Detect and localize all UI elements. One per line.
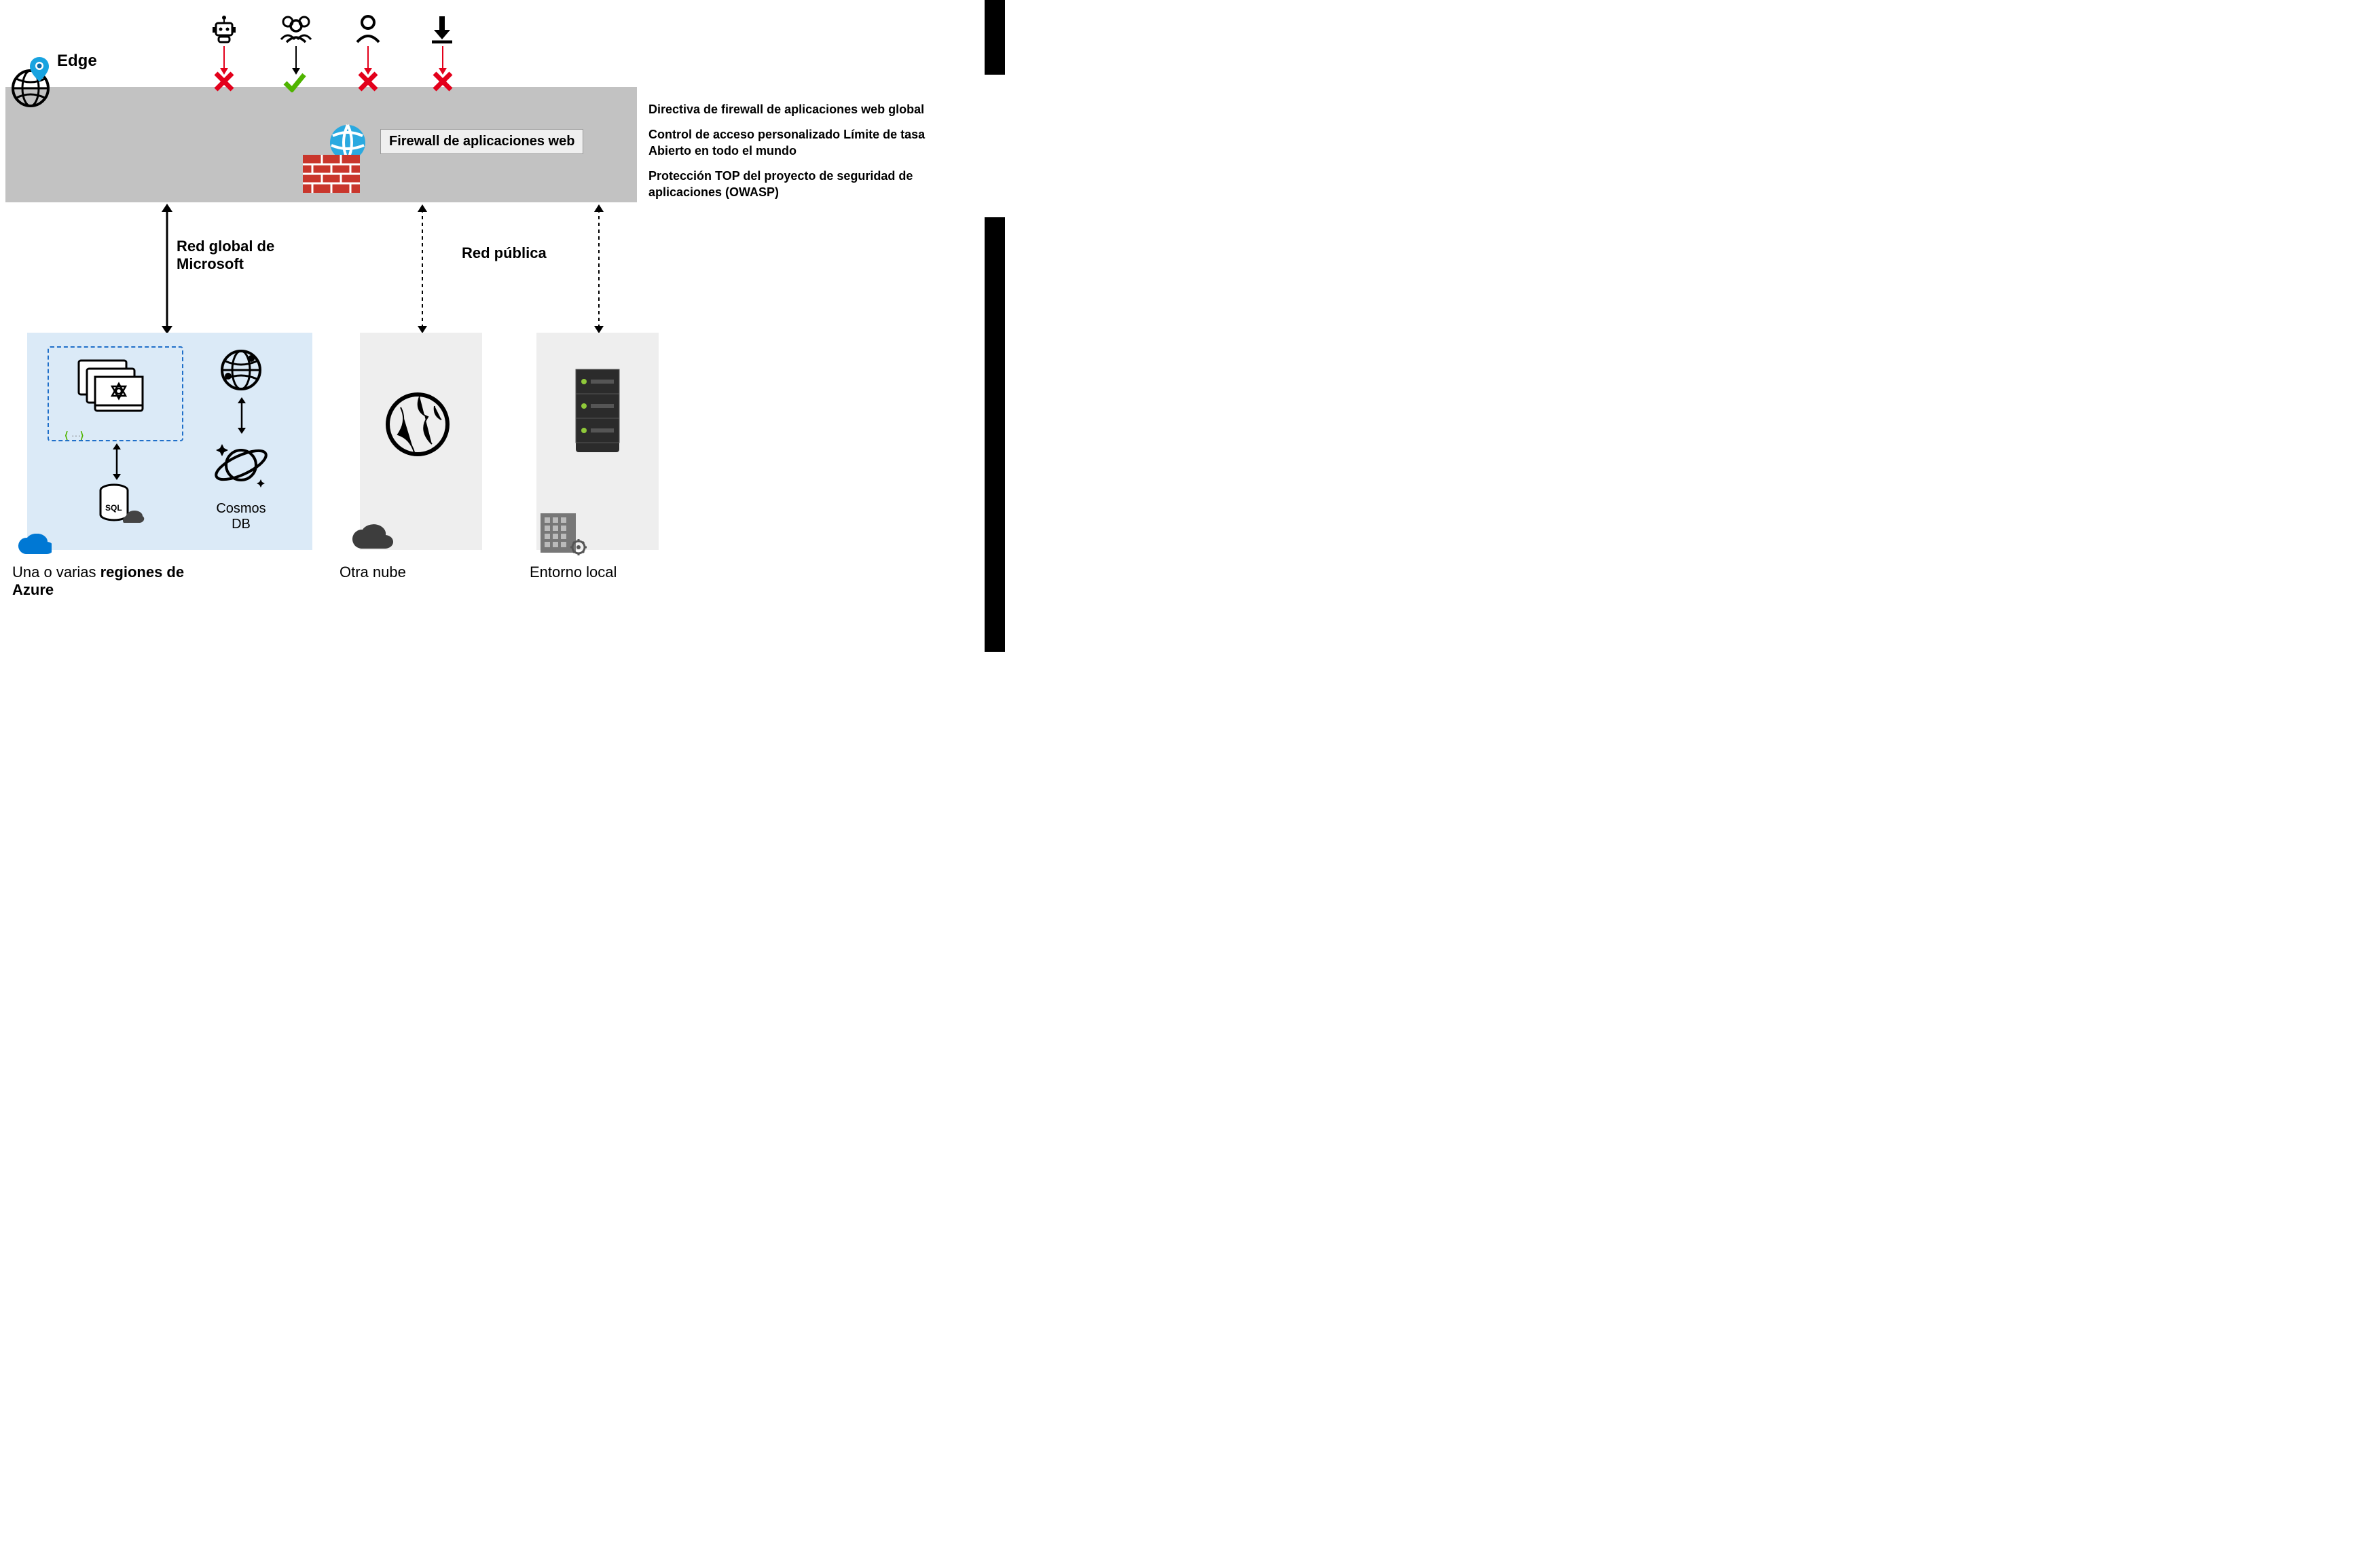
connector-azure-label: Red global de Microsoft [177, 238, 312, 273]
other-cloud-globe-icon [380, 387, 455, 465]
sql-label: SQL [105, 503, 122, 513]
caption-azure-pre: Una o varias [12, 564, 100, 581]
caption-onprem: Entorno local [530, 564, 617, 581]
azure-cloud-icon [14, 534, 52, 564]
decision-bot [213, 71, 235, 96]
decision-person [357, 71, 379, 96]
waf-label: Firewall de aplicaciones web [380, 129, 583, 154]
connector-vm-sql [110, 441, 124, 482]
connector-other-cloud [414, 202, 431, 335]
cosmos-globe-icon [217, 346, 265, 397]
policy-text-block: Directiva de firewall de aplicaciones we… [648, 102, 947, 210]
connector-cosmos [235, 395, 249, 436]
cosmos-planet-icon [210, 435, 272, 499]
actor-bot-icon [209, 14, 239, 43]
decision-group [282, 71, 307, 96]
connector-azure [159, 202, 175, 335]
actor-group-icon [278, 14, 314, 43]
crop-bar-top [985, 0, 1005, 75]
caption-other-cloud: Otra nube [340, 564, 406, 581]
other-cloud-dark-icon [346, 523, 394, 559]
actor-person-icon [354, 14, 382, 43]
scale-badge-icon: ⟨···⟩ [62, 428, 86, 446]
cosmos-label: Cosmos DB [210, 501, 272, 532]
server-icon [570, 367, 625, 458]
sql-db-icon: SQL [95, 482, 149, 533]
edge-globe-icon [7, 54, 54, 112]
svg-text:⟨: ⟨ [65, 430, 68, 441]
policy-line-3: Protección TOP del proyecto de seguridad… [648, 168, 947, 200]
firewall-icon [299, 122, 373, 200]
policy-line-2: Control de acceso personalizado Límite d… [648, 127, 947, 159]
vm-scaleset-icon [75, 356, 149, 421]
crop-bar-bottom [985, 217, 1005, 652]
svg-text:···: ··· [71, 430, 81, 441]
connector-public-label: Red pública [462, 244, 547, 262]
datacenter-icon [536, 509, 591, 560]
actor-download-icon [429, 14, 455, 43]
decision-download [432, 71, 454, 96]
connector-onprem [591, 202, 607, 335]
caption-azure: Una o varias regiones de Azure [12, 564, 216, 599]
edge-label: Edge [57, 52, 97, 71]
svg-text:⟩: ⟩ [80, 430, 84, 441]
policy-line-1: Directiva de firewall de aplicaciones we… [648, 102, 947, 117]
